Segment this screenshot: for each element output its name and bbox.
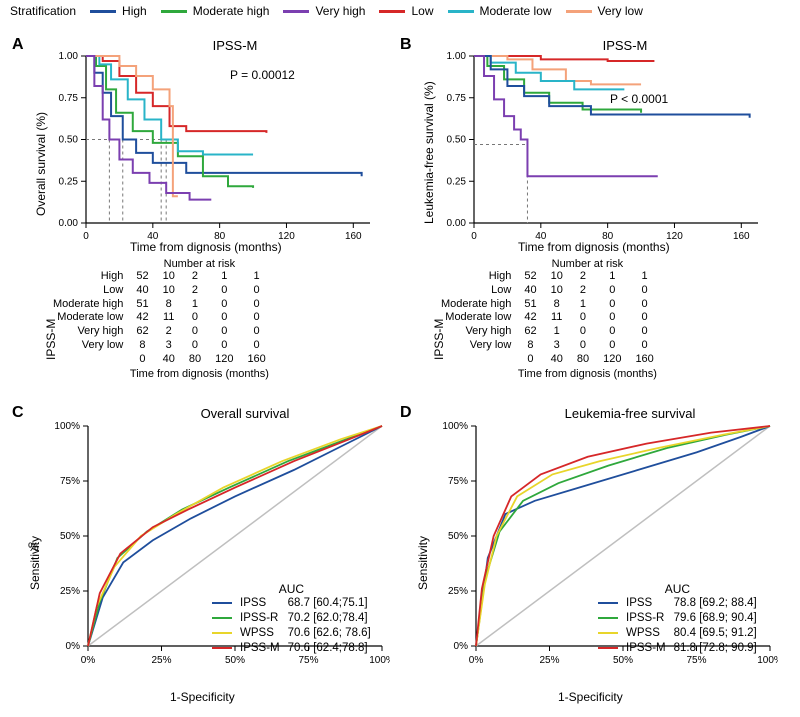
svg-text:0.50: 0.50 [447,135,467,146]
legend-item: Moderate low [448,4,552,18]
svg-text:0%: 0% [469,655,484,666]
panel-d-title: Leukemia-free survival [500,406,760,421]
svg-text:75%: 75% [448,476,468,487]
panel-c-pct: % [28,540,39,554]
figure-root: Stratification High Moderate high Very hig… [0,0,800,717]
legend-title: Stratification [10,4,76,18]
svg-text:1.00: 1.00 [59,51,79,62]
svg-text:0: 0 [83,231,89,242]
panel-label-d: D [400,404,412,422]
svg-text:0.00: 0.00 [447,218,467,229]
panel-c-xlabel: 1-Specificity [170,690,235,704]
risk-table-a: Number at risk High5210211Low4010200Mode… [46,258,273,380]
risk-table-b-title: Number at risk [514,258,661,270]
svg-text:50%: 50% [225,655,245,666]
panel-b-pvalue: P < 0.0001 [610,92,668,106]
panel-a-pvalue: P = 0.00012 [230,68,295,82]
svg-text:0.25: 0.25 [447,176,467,187]
svg-text:0%: 0% [81,655,96,666]
svg-text:1.00: 1.00 [447,51,467,62]
auc-heading-c: AUC [208,582,375,596]
auc-heading-d: AUC [594,582,761,596]
panel-d-ylabel: Sensitivity [416,536,430,590]
svg-text:50%: 50% [60,531,80,542]
svg-text:100%: 100% [442,421,468,432]
svg-text:0%: 0% [66,641,81,652]
legend-item: Low [379,4,433,18]
panel-label-c: C [12,404,24,422]
svg-text:75%: 75% [60,476,80,487]
svg-text:100%: 100% [369,655,390,666]
stratification-legend: Stratification High Moderate high Very hig… [10,4,790,18]
svg-text:50%: 50% [448,531,468,542]
svg-text:25%: 25% [151,655,171,666]
svg-text:0.75: 0.75 [59,93,79,104]
panel-b-xlabel: Time from dignosis (months) [518,240,670,254]
risk-table-b-xlabel: Time from dignosis (months) [514,368,661,380]
svg-text:25%: 25% [60,586,80,597]
svg-text:0.50: 0.50 [59,135,79,146]
panel-d-xlabel: 1-Specificity [558,690,623,704]
panel-a-svg: 040801201600.000.250.500.751.00 [46,50,376,255]
panel-label-a: A [12,36,24,54]
svg-text:100%: 100% [757,655,778,666]
legend-item: Very high [283,4,365,18]
panel-a-xlabel: Time from dignosis (months) [130,240,282,254]
panel-b-svg: 040801201600.000.250.500.751.00 [434,50,764,255]
svg-text:25%: 25% [448,586,468,597]
svg-text:0.00: 0.00 [59,218,79,229]
legend-item: Very low [566,4,643,18]
svg-text:0.75: 0.75 [447,93,467,104]
svg-text:25%: 25% [539,655,559,666]
svg-text:0: 0 [471,231,477,242]
legend-item: Moderate high [161,4,270,18]
svg-text:100%: 100% [54,421,80,432]
svg-text:50%: 50% [613,655,633,666]
svg-text:160: 160 [345,231,362,242]
risk-table-a-xlabel: Time from dignosis (months) [126,368,273,380]
svg-text:75%: 75% [686,655,706,666]
risk-table-a-ylabel: IPSS-M [44,319,58,360]
svg-text:75%: 75% [298,655,318,666]
risk-table-b: Number at risk High5210211Low4010200Mode… [434,258,661,380]
panel-c-aucbox: AUC IPSS68.7 [60.4;75.1]IPSS-R70.2 [62.0… [208,582,375,656]
svg-text:0.25: 0.25 [59,176,79,187]
panel-c-title: Overall survival [120,406,370,421]
svg-text:160: 160 [733,231,750,242]
risk-table-a-title: Number at risk [126,258,273,270]
panel-d-aucbox: AUC IPSS78.8 [69.2; 88.4]IPSS-R79.6 [68.… [594,582,761,656]
panel-label-b: B [400,36,412,54]
risk-table-b-ylabel: IPSS-M [432,319,446,360]
legend-item: High [90,4,147,18]
svg-text:0%: 0% [454,641,469,652]
